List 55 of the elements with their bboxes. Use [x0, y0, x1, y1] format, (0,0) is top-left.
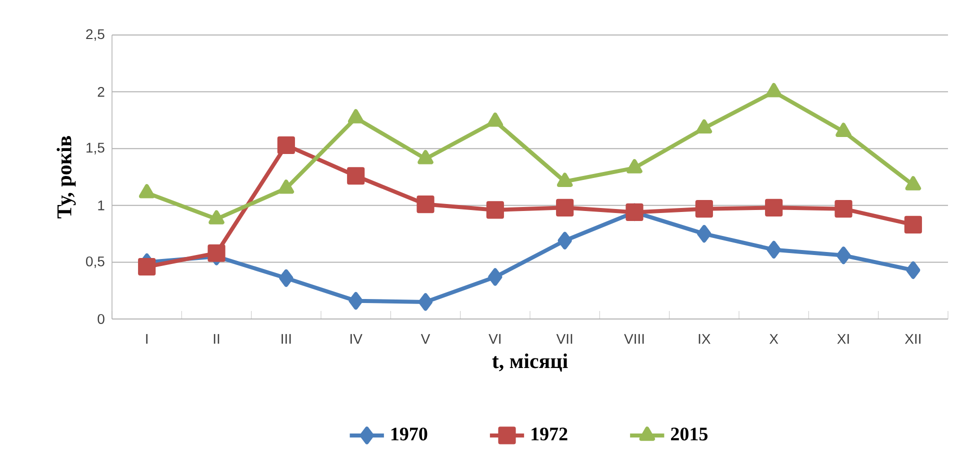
point — [834, 200, 852, 218]
point — [836, 122, 852, 137]
x-tick-label: IV — [350, 334, 362, 344]
point — [277, 136, 295, 154]
y-tick-label: 0 — [98, 314, 104, 324]
point — [696, 119, 712, 134]
x-tick-label: II — [214, 334, 220, 344]
point — [558, 232, 572, 250]
point — [138, 184, 155, 198]
point — [347, 167, 365, 185]
point — [836, 246, 851, 264]
point — [418, 293, 433, 311]
legend-label: 1970 — [391, 428, 428, 440]
legend-label: 1972 — [532, 428, 568, 440]
point — [626, 159, 642, 174]
point — [488, 268, 502, 286]
y-axis-title: Ту, років — [56, 136, 76, 218]
y-tick-label: 0,5 — [86, 256, 104, 268]
point — [208, 210, 224, 224]
point — [556, 198, 574, 216]
point — [486, 201, 504, 219]
point — [487, 112, 504, 127]
point — [766, 83, 782, 98]
point — [208, 244, 226, 262]
y-tick-label: 2 — [98, 86, 104, 97]
x-tick-label: VIII — [624, 334, 644, 344]
point — [416, 195, 434, 214]
x-tick-label: V — [420, 334, 430, 344]
point — [348, 109, 364, 124]
point — [765, 198, 783, 216]
point — [138, 258, 156, 276]
point — [904, 216, 922, 234]
point — [279, 269, 294, 287]
point — [697, 225, 712, 243]
y-tick-label: 1 — [98, 200, 104, 210]
x-tick-label: XII — [904, 334, 920, 344]
x-tick-label: X — [769, 334, 778, 344]
point — [278, 180, 294, 194]
point — [906, 261, 920, 279]
y-tick-label: 2,5 — [86, 29, 104, 41]
point — [695, 200, 713, 218]
x-axis-title: t, місяці — [492, 353, 568, 372]
x-tick-label: XI — [837, 334, 849, 344]
x-tick-label: III — [282, 334, 291, 344]
point — [766, 240, 781, 259]
y-tick-label: 1,5 — [86, 142, 104, 154]
point — [348, 292, 363, 310]
point — [556, 172, 573, 187]
point — [905, 176, 922, 190]
x-tick-label: VII — [556, 334, 572, 344]
legend-label: 2015 — [671, 428, 708, 440]
x-tick-label: IX — [698, 334, 710, 344]
x-tick-label: I — [146, 334, 148, 344]
x-tick-label: VI — [488, 334, 500, 344]
point — [418, 150, 434, 164]
